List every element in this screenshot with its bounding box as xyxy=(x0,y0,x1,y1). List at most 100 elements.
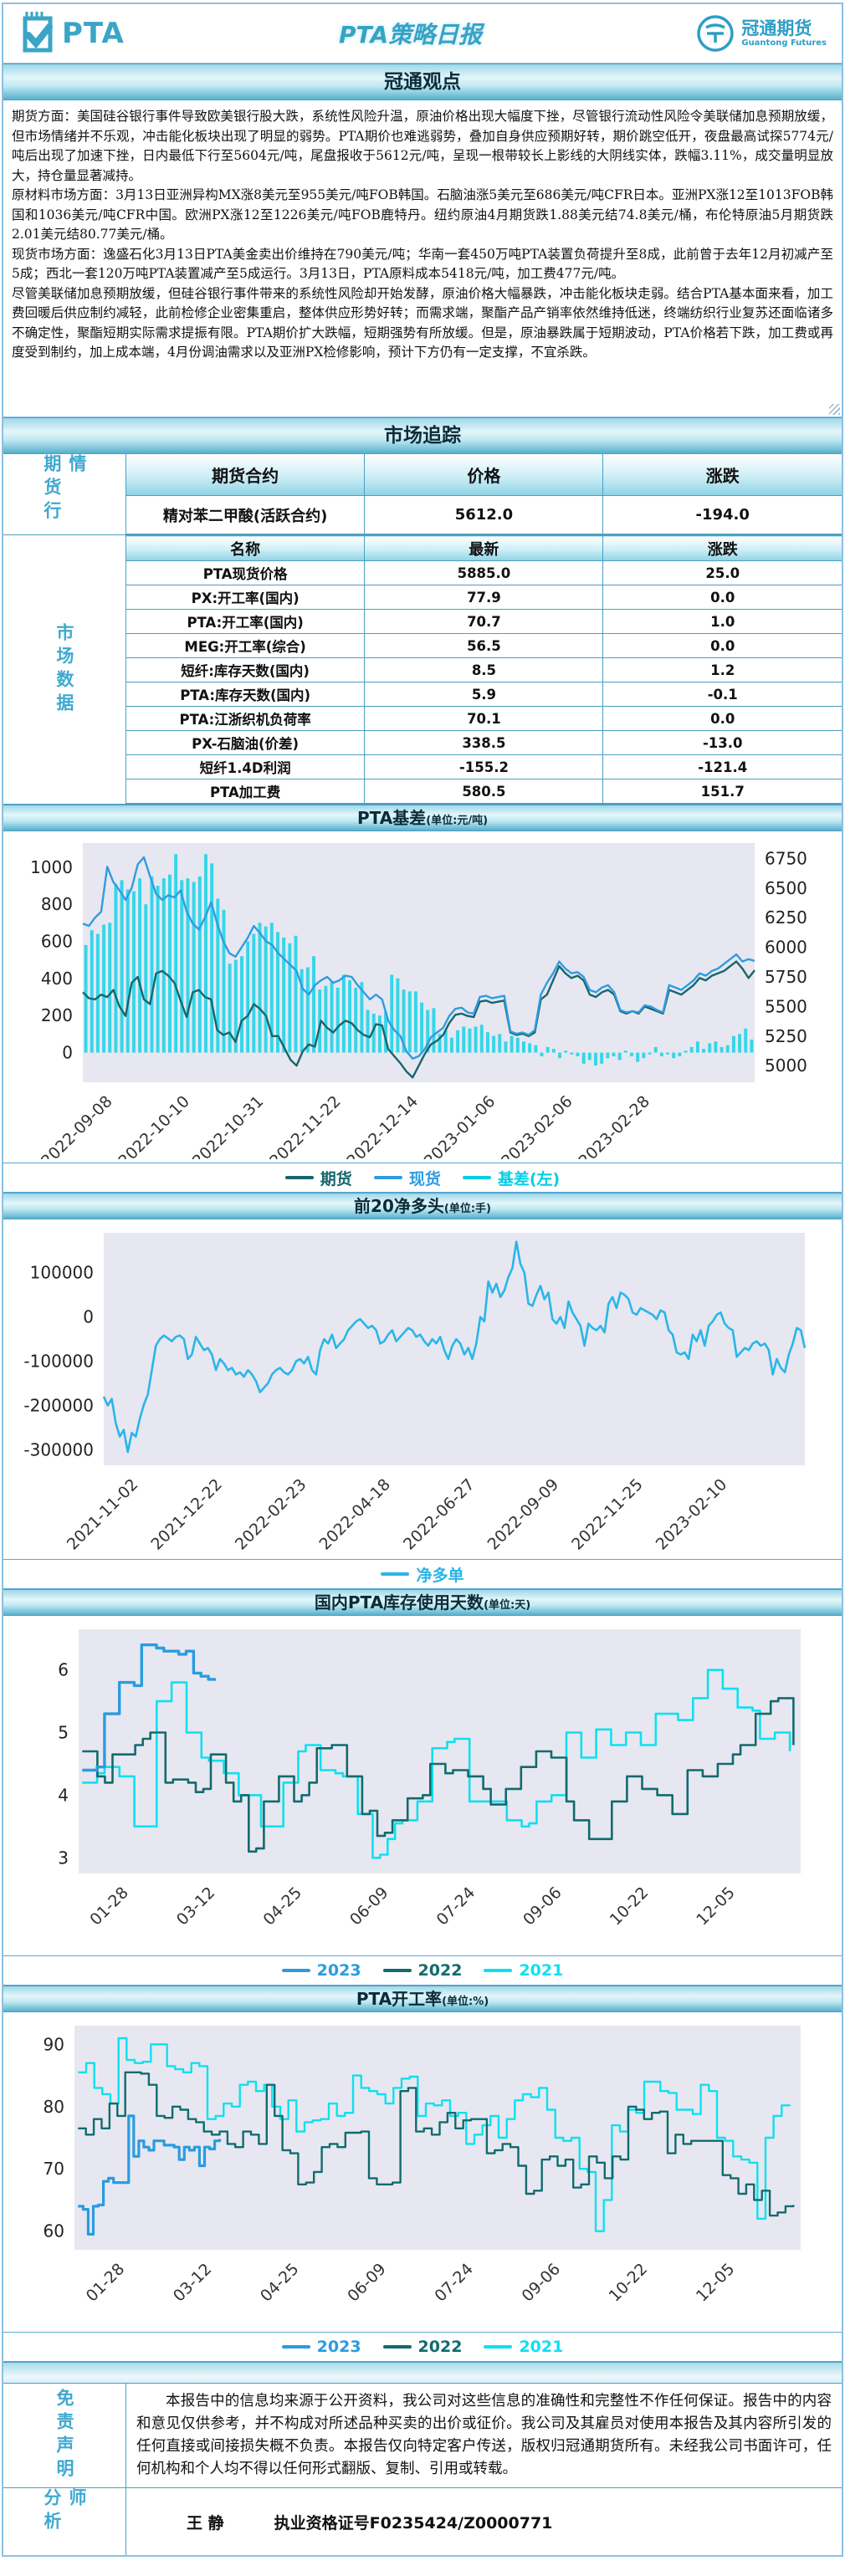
analyst-label-col: 分析师 xyxy=(3,2488,126,2555)
metric-value: 5885.0 xyxy=(364,560,604,585)
viewpoint-paragraph-rawmaterial: 原材料市场方面：3月13日亚洲异构MX涨8美元至955美元/吨FOB韩国。石脑油… xyxy=(12,187,833,242)
legend-label: 2021 xyxy=(519,2338,564,2356)
svg-text:07-24: 07-24 xyxy=(433,1883,479,1929)
metric-change: -0.1 xyxy=(602,682,842,707)
legend-label: 期货 xyxy=(320,1169,352,1188)
legend-item: 现货 xyxy=(373,1167,441,1189)
report-page: PTA PTA策略日报 冠通期货 Guantong Futures 冠通观点 期… xyxy=(2,3,843,2557)
table-row: 短纤:库存天数(国内) 8.5 1.2 xyxy=(125,657,842,682)
legend-label: 2022 xyxy=(417,2338,463,2356)
table-row: MEG:开工率(综合) 56.5 0.0 xyxy=(125,633,842,658)
chart-title-net-long: 前20净多头(单位:手) xyxy=(3,1193,842,1219)
svg-text:2022-11-25: 2022-11-25 xyxy=(568,1475,647,1554)
metric-value: 77.9 xyxy=(364,585,604,610)
svg-text:4: 4 xyxy=(58,1785,69,1805)
svg-text:2022-12-14: 2022-12-14 xyxy=(343,1092,422,1159)
svg-text:800: 800 xyxy=(41,894,73,914)
svg-text:10-22: 10-22 xyxy=(607,1883,653,1929)
metric-name: PTA现货价格 xyxy=(125,560,366,585)
analyst-name: 王 静 xyxy=(187,2513,224,2533)
operating-rate-legend: 2023 2022 2021 xyxy=(3,2332,842,2362)
chart-title-operating-rate: PTA开工率(单位:%) xyxy=(3,1986,842,2012)
guantong-emblem-icon xyxy=(697,15,735,52)
market-group-label-col: 市场数据 xyxy=(3,535,126,804)
metric-name: PX:开工率(国内) xyxy=(125,585,366,610)
svg-text:12-05: 12-05 xyxy=(693,2260,739,2306)
resize-handle-icon[interactable] xyxy=(829,404,840,415)
table-row: 精对苯二甲酸(活跃合约) 5612.0 -194.0 xyxy=(125,495,842,534)
table-row: PTA加工费 580.5 151.7 xyxy=(125,779,842,804)
disclaimer-text: 本报告中的信息均来源于公开资料，我公司对这些信息的准确性和完整性不作任何保证。报… xyxy=(136,2393,832,2477)
pta-logo: PTA xyxy=(18,12,125,55)
table-row: PX:开工率(国内) 77.9 0.0 xyxy=(125,585,842,610)
svg-text:01-28: 01-28 xyxy=(83,2260,129,2306)
chart-title-text: 前20净多头 xyxy=(354,1196,444,1216)
chart-unit-text: (单位:天) xyxy=(484,1599,531,1612)
legend-swatch xyxy=(484,2345,513,2349)
svg-text:2023-02-28: 2023-02-28 xyxy=(575,1092,653,1159)
contract-change: -194.0 xyxy=(602,495,842,534)
market-col-change: 涨跌 xyxy=(602,535,842,561)
guantong-logo: 冠通期货 Guantong Futures xyxy=(696,14,827,53)
svg-text:2023-02-06: 2023-02-06 xyxy=(498,1092,576,1159)
clipboard-check-icon xyxy=(23,12,53,53)
pta-basis-figure: 0 200 400 600 800 1000 5000 5250 5500 5750 6000 625… xyxy=(3,831,842,1171)
svg-text:03-12: 03-12 xyxy=(170,2260,216,2306)
svg-text:-300000: -300000 xyxy=(23,1439,94,1459)
svg-text:6000: 6000 xyxy=(765,938,807,958)
brand-name-en: Guantong Futures xyxy=(741,38,827,48)
legend-swatch xyxy=(382,2345,412,2349)
contract-price: 5612.0 xyxy=(364,495,604,534)
svg-text:07-24: 07-24 xyxy=(431,2260,477,2306)
disclaimer-row: 免责声明 本报告中的信息均来源于公开资料，我公司对这些信息的准确性和完整性不作任… xyxy=(3,2384,842,2488)
metric-change: 1.2 xyxy=(602,657,842,682)
metric-name: PX-石脑油(价差) xyxy=(125,730,366,755)
chart-title-text: PTA基差 xyxy=(356,808,427,828)
svg-text:400: 400 xyxy=(41,969,73,989)
futures-quote-zone: 期货行情 期货合约 价格 涨跌 精对苯二甲酸(活跃合约) 5612.0 -194… xyxy=(3,454,842,535)
net-long-figure: -300000 -200000 -100000 0 100000 2021-11-02 20… xyxy=(3,1219,842,1559)
operating-rate-chart: 60 70 80 90 01-28 03-12 04-25 06-09 07-24 09-06 10… xyxy=(44,2026,801,2306)
futures-group-label: 期货行情 xyxy=(41,454,87,524)
chart-title-pta-basis: PTA基差(单位:元/吨) xyxy=(3,805,842,831)
svg-text:12-05: 12-05 xyxy=(693,1883,739,1929)
legend-swatch xyxy=(373,1176,402,1179)
legend-item: 2022 xyxy=(382,1961,463,1980)
table-row: PTA:库存天数(国内) 5.9 -0.1 xyxy=(125,682,842,707)
legend-label: 2022 xyxy=(417,1961,463,1980)
disclaimer-label: 免责声明 xyxy=(54,2389,74,2482)
svg-text:100000: 100000 xyxy=(30,1263,94,1283)
svg-text:2022-02-23: 2022-02-23 xyxy=(232,1475,310,1554)
svg-text:04-25: 04-25 xyxy=(259,1883,305,1929)
metric-value: 338.5 xyxy=(364,730,604,755)
svg-text:5: 5 xyxy=(58,1723,69,1743)
chart-unit-text: (单位:元/吨) xyxy=(426,815,489,827)
legend-label: 现货 xyxy=(408,1169,441,1188)
svg-text:01-28: 01-28 xyxy=(86,1883,132,1929)
metric-change: -121.4 xyxy=(602,754,842,779)
analyst-body: 王 静 执业资格证号F0235424/Z0000771 xyxy=(126,2488,842,2555)
table-row: PTA:开工率(国内) 70.7 1.0 xyxy=(125,609,842,634)
metric-name: MEG:开工率(综合) xyxy=(125,633,366,658)
market-data-zone: 市场数据 名称 最新 涨跌 PTA现货价格 5885.0 25.0 PX:开工率(国… xyxy=(3,535,842,805)
metric-value: 5.9 xyxy=(364,682,604,707)
svg-text:06-09: 06-09 xyxy=(346,1883,392,1929)
metric-value: 56.5 xyxy=(364,633,604,658)
disclaimer-label-col: 免责声明 xyxy=(3,2384,126,2487)
metric-name: PTA:库存天数(国内) xyxy=(125,682,366,707)
svg-text:2022-09-09: 2022-09-09 xyxy=(484,1475,563,1554)
section-title-market: 市场追踪 xyxy=(3,417,842,454)
pta-basis-legend: 期货 现货 基差(左) xyxy=(3,1163,842,1193)
metric-change: 0.0 xyxy=(602,585,842,610)
table-row: PTA:江浙织机负荷率 70.1 0.0 xyxy=(125,706,842,731)
chart-title-inventory-days: 国内PTA库存使用天数(单位:天) xyxy=(3,1589,842,1616)
section-divider-bar xyxy=(3,2362,842,2384)
legend-item: 基差(左) xyxy=(462,1167,561,1189)
inventory-days-figure: 3 4 5 6 01-28 03-12 04-25 06-09 07-24 09-06 10-22 1… xyxy=(3,1616,842,1955)
legend-swatch xyxy=(281,1969,310,1972)
legend-item: 2022 xyxy=(382,2338,463,2356)
legend-label: 基差(左) xyxy=(497,1169,561,1188)
viewpoint-paragraph-spot: 现货市场方面：逸盛石化3月13日PTA美金卖出价维持在790美元/吨；华南一套4… xyxy=(12,246,833,282)
table-row: PX-石脑油(价差) 338.5 -13.0 xyxy=(125,730,842,755)
